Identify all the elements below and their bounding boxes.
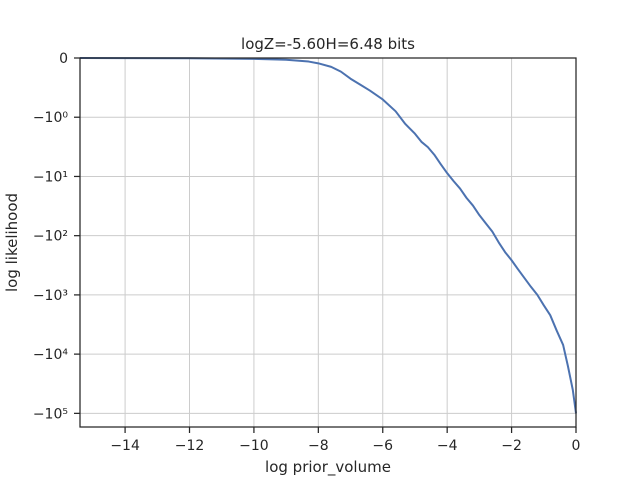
y-tick-label: −10⁴	[33, 347, 69, 363]
chart-title: logZ=-5.60H=6.48 bits	[241, 35, 415, 53]
y-tick-label: −10⁰	[33, 110, 69, 126]
y-axis-title: log likelihood	[3, 193, 21, 292]
x-axis-title: log prior_volume	[265, 458, 391, 477]
x-tick-label: 0	[572, 438, 581, 454]
y-tick-label: −10³	[33, 288, 68, 304]
grid	[80, 57, 577, 427]
y-tick-label: 0	[59, 51, 68, 67]
x-tick-label: −2	[501, 438, 522, 454]
y-tick-label: −10⁵	[33, 406, 68, 422]
x-tick-label: −14	[110, 438, 140, 454]
series-layer	[79, 57, 577, 414]
x-tick-label: −6	[372, 438, 393, 454]
x-tick-label: −12	[175, 438, 205, 454]
series-line-0	[79, 57, 577, 414]
y-axis-ticks: 0 −10⁰ −10¹ −10² −10³ −10⁴ −10⁵	[33, 51, 80, 422]
y-tick-label: −10¹	[33, 169, 68, 185]
plot-frame	[79, 57, 577, 428]
x-tick-label: −4	[437, 438, 458, 454]
x-tick-label: −10	[239, 438, 269, 454]
x-tick-label: −8	[308, 438, 329, 454]
x-axis-ticks: −14 −12 −10 −8 −6 −4 −2 0	[110, 427, 580, 454]
y-tick-label: −10²	[33, 229, 68, 245]
